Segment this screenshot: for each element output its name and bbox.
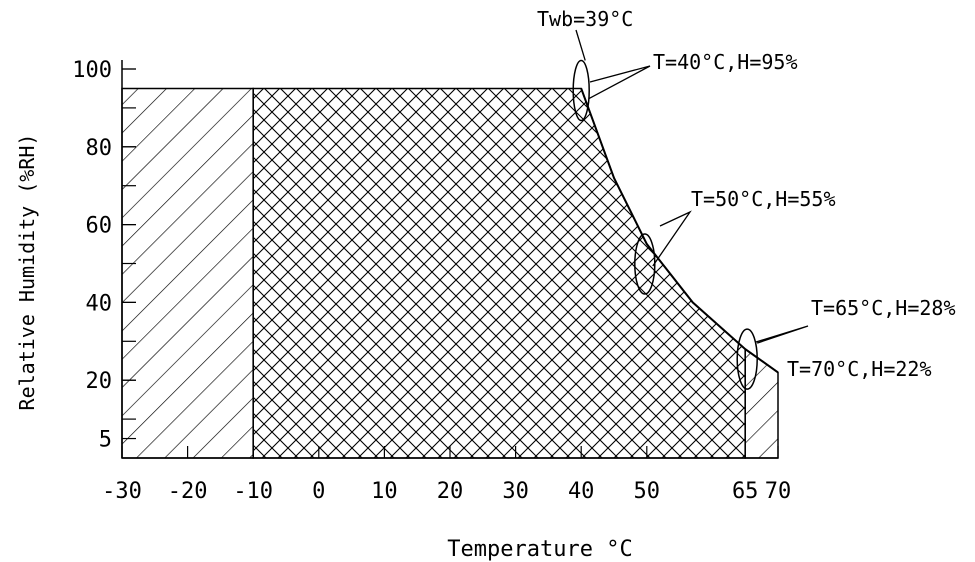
- callout-ellipse: [572, 59, 590, 122]
- x-tick-label: 30: [502, 479, 529, 504]
- callout-leader: [755, 325, 809, 344]
- hatched-regions: [121, 87, 779, 459]
- x-tick-label: 50: [634, 479, 661, 504]
- x-tick-label: 20: [437, 479, 464, 504]
- x-tick-label: 65: [732, 479, 759, 504]
- region-single-hatch: [121, 87, 254, 459]
- y-tick-label: 100: [72, 58, 112, 83]
- callout-leader: [652, 210, 692, 267]
- x-tick-label: 0: [312, 479, 325, 504]
- annotations: Twb=39°C T=40°C,H=95% T=50°C,H=55% T=65°C,H…: [537, 7, 956, 390]
- callout-leader: [575, 29, 586, 61]
- annotation-label: T=65°C,H=28%: [811, 296, 956, 320]
- y-tick-label: 20: [86, 369, 113, 394]
- y-tick-label: 60: [86, 214, 113, 239]
- annotation-label: T=50°C,H=55%: [691, 187, 836, 211]
- x-tick-label: 10: [371, 479, 398, 504]
- annotation-label: T=40°C,H=95%: [653, 50, 798, 74]
- callout-ellipse: [736, 328, 758, 390]
- y-tick-label: 5: [99, 428, 112, 453]
- y-tick-label: 40: [86, 291, 113, 316]
- x-axis-label: Temperature °C: [447, 537, 632, 562]
- annotation-label: T=70°C,H=22%: [787, 357, 932, 381]
- x-tick-label: -20: [168, 479, 208, 504]
- y-axis-label: Relative Humidity (%RH): [15, 134, 39, 411]
- region-single-hatch-right: [744, 347, 779, 459]
- ticks: -30 -20 -10 0 10 20 30 40 50 65 70 5 20 40 60 80 100: [72, 58, 791, 504]
- humidity-limit-curve: [580, 88, 779, 374]
- x-tick-label: -30: [102, 479, 142, 504]
- x-tick-label: 40: [568, 479, 595, 504]
- region-cross-hatch: [252, 87, 746, 459]
- x-tick-label: 70: [765, 479, 792, 504]
- y-tick-label: 80: [86, 136, 113, 161]
- annotation-label: Twb=39°C: [537, 7, 633, 31]
- callout-leader: [588, 65, 651, 100]
- x-tick-label: -10: [233, 479, 273, 504]
